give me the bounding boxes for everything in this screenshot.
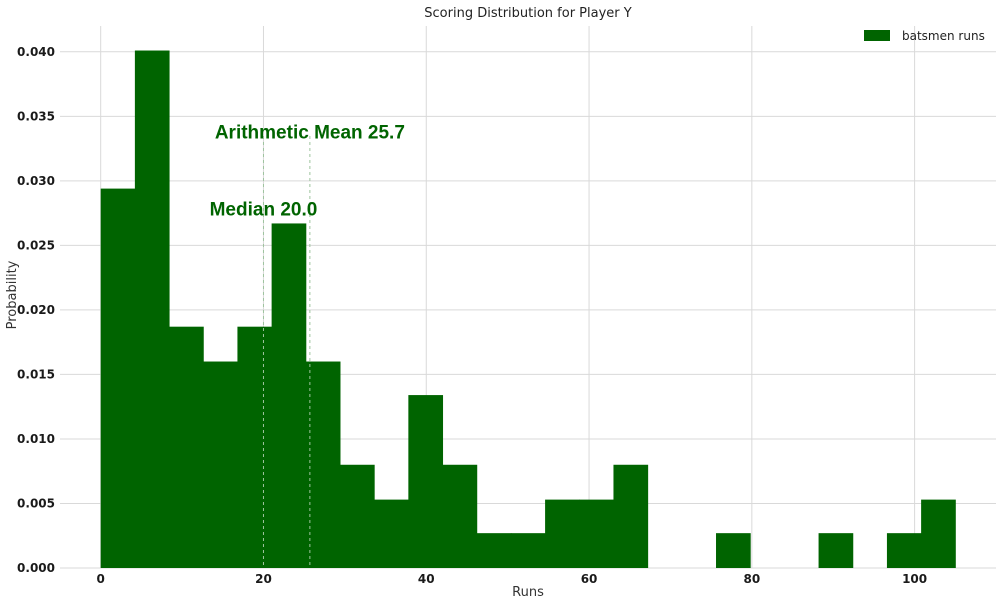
histogram-bar [545,499,580,568]
y-tick-label: 0.025 [17,238,55,252]
histogram-bar [442,464,478,568]
x-tick-label: 40 [418,572,435,586]
histogram-bars [100,50,956,569]
y-tick-label: 0.020 [17,303,55,317]
histogram-bar [476,533,512,568]
legend-label: batsmen runs [902,29,985,43]
histogram-bar [510,533,546,568]
y-tick-label: 0.015 [17,367,55,381]
histogram-bar [716,533,751,568]
histogram-bar [408,395,444,568]
legend: batsmen runs [864,29,985,43]
histogram-bar [374,499,409,568]
histogram-bar [818,533,854,568]
x-tick-label: 100 [902,572,927,586]
mean-annotation: Arithmetic Mean 25.7 [215,122,405,143]
histogram-bar [579,499,614,568]
x-tick-label: 80 [743,572,760,586]
histogram-bar [305,361,341,568]
y-tick-label: 0.005 [17,496,55,510]
histogram-bar [203,361,238,568]
x-tick-label: 60 [581,572,598,586]
histogram-bar [921,499,956,568]
legend-swatch [864,30,890,41]
histogram-bar [613,464,649,568]
y-tick-label: 0.010 [17,432,55,446]
chart-title: Scoring Distribution for Player Y [424,6,632,21]
histogram-bar [169,326,204,568]
y-axis-label: Probability [5,260,20,329]
histogram-bar [100,188,136,568]
tick-labels: 0 20 40 60 80 100 0.000 0.005 0.010 0.015 0.020 0.0… [17,45,927,586]
x-tick-label: 0 [97,572,105,586]
histogram-bar [886,533,922,568]
y-tick-label: 0.030 [17,174,55,188]
y-tick-label: 0.000 [17,561,55,575]
y-tick-label: 0.040 [17,45,55,59]
reference-lines [262,136,311,568]
histogram-bar [237,326,273,568]
x-tick-label: 20 [255,572,272,586]
median-annotation: Median 20.0 [210,200,318,221]
x-axis-label: Runs [512,585,544,600]
grid [60,26,996,569]
histogram-bar [271,223,307,568]
histogram-bar [339,464,375,568]
y-tick-label: 0.035 [17,109,55,123]
histogram-bar [134,50,170,569]
